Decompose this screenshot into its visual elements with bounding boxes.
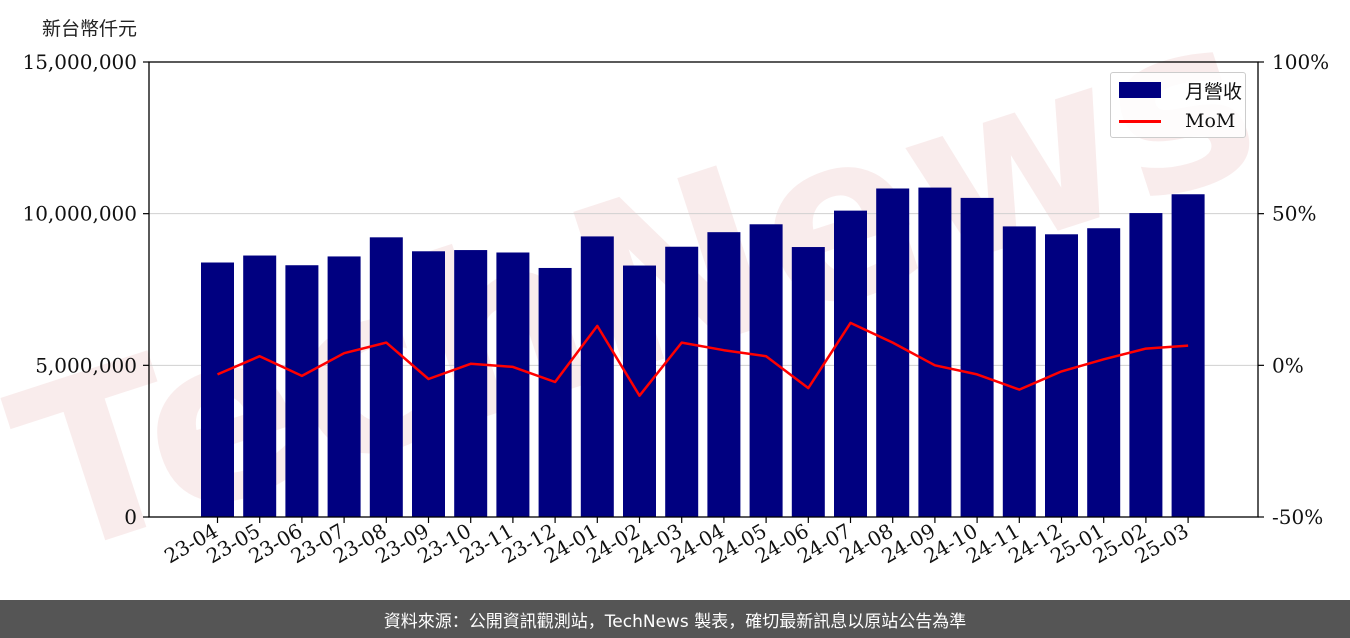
legend-item-mom: MoM xyxy=(1119,110,1235,132)
bar-25-02 xyxy=(1129,213,1163,517)
bar-24-06 xyxy=(791,247,825,518)
bar-23-09 xyxy=(412,251,445,517)
bar-23-10 xyxy=(454,250,488,518)
right-tick-label-1: 0% xyxy=(1272,353,1304,377)
mom-line xyxy=(217,321,1189,397)
legend-bar-swatch xyxy=(1119,82,1161,98)
bar-24-08 xyxy=(876,188,910,518)
bar-series xyxy=(201,187,1205,518)
bar-24-02 xyxy=(623,265,656,517)
right-tick-label-0: -50% xyxy=(1272,505,1323,529)
y-axis-unit-label: 新台幣仟元 xyxy=(42,18,138,40)
right-y-axis: -50% 0% 50% 100% xyxy=(1258,50,1329,529)
left-tick-label-3: 15,000,000 xyxy=(22,50,137,74)
legend-item-revenue: 月營收 xyxy=(1119,79,1243,103)
plot-frame xyxy=(148,61,1259,518)
bar-24-04 xyxy=(707,232,741,518)
legend-line-swatch xyxy=(1119,119,1161,123)
chart-svg: TechNews 05,000,00010,000,00015,000,000 … xyxy=(0,0,1329,600)
bar-24-09 xyxy=(918,187,952,517)
plot-border xyxy=(148,61,1259,518)
bar-23-06 xyxy=(285,265,319,517)
bar-24-07 xyxy=(834,210,867,517)
right-tick-label-2: 50% xyxy=(1272,202,1316,226)
bar-23-08 xyxy=(369,237,403,517)
left-tick-label-2: 10,000,000 xyxy=(22,202,137,226)
bar-23-07 xyxy=(327,256,361,517)
bar-24-10 xyxy=(960,197,994,518)
legend-label-revenue: 月營收 xyxy=(1185,80,1243,103)
left-tick-label-1: 5,000,000 xyxy=(35,353,137,377)
bar-23-04 xyxy=(201,262,234,517)
bar-25-03 xyxy=(1171,194,1205,517)
bar-24-05 xyxy=(749,224,783,518)
legend: 月營收 MoM xyxy=(1110,72,1246,138)
bar-25-01 xyxy=(1087,228,1121,517)
bar-24-11 xyxy=(1002,226,1036,517)
legend-label-mom: MoM xyxy=(1185,110,1236,132)
right-tick-label-3: 100% xyxy=(1272,50,1329,74)
chart-area: TechNews 05,000,00010,000,00015,000,000 … xyxy=(0,0,1329,600)
bar-23-12 xyxy=(538,267,572,517)
bar-23-05 xyxy=(243,255,277,517)
left-y-axis: 0 5,000,000 10,000,000 15,000,000 xyxy=(22,50,149,529)
left-tick-label-0: 0 xyxy=(124,505,137,529)
bar-23-11 xyxy=(496,252,530,517)
source-footer: 資料來源：公開資訊觀測站，TechNews 製表，確切最新訊息以原站公告為準 xyxy=(0,600,1350,638)
bar-24-01 xyxy=(580,236,614,517)
mom-line-series xyxy=(217,321,1189,397)
bar-24-03 xyxy=(665,246,699,518)
